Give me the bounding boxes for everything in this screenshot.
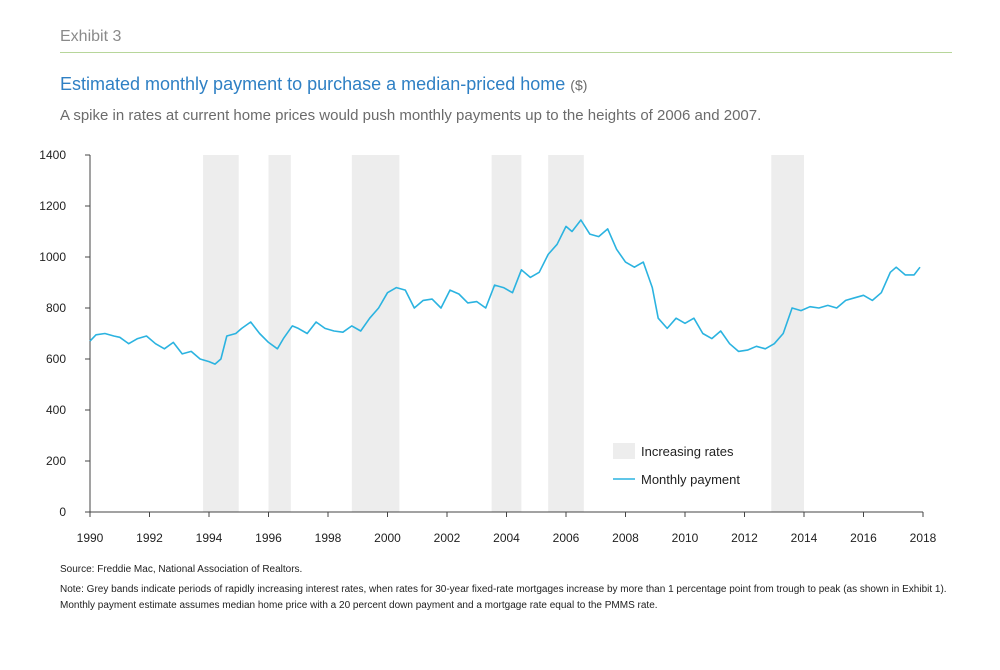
- chart-title: Estimated monthly payment to purchase a …: [60, 74, 587, 95]
- y-tick-label: 200: [46, 454, 66, 468]
- rate-band: [771, 155, 804, 512]
- source-note: Source: Freddie Mac, National Associatio…: [60, 564, 303, 575]
- y-tick-label: 0: [59, 505, 66, 519]
- x-tick-label: 2016: [850, 531, 877, 545]
- y-tick-label: 1200: [39, 199, 66, 213]
- y-tick-label: 1400: [39, 148, 66, 162]
- y-tick-label: 1000: [39, 250, 66, 264]
- footnote: Note: Grey bands indicate periods of rap…: [60, 584, 947, 611]
- y-tick-label: 600: [46, 352, 66, 366]
- y-tick-label: 800: [46, 301, 66, 315]
- x-tick-label: 1998: [315, 531, 342, 545]
- axes: 0 200 400 600 800 1000 1200 1400 1990 1992 1994 199…: [39, 148, 936, 545]
- rate-band: [203, 155, 239, 512]
- header-divider: [60, 52, 952, 53]
- x-tick-label: 2014: [791, 531, 818, 545]
- rate-bands: [203, 155, 804, 512]
- x-tick-label: 2012: [731, 531, 758, 545]
- x-tick-label: 1994: [196, 531, 223, 545]
- y-tick-label: 400: [46, 403, 66, 417]
- x-tick-label: 2000: [374, 531, 401, 545]
- x-tick-label: 2008: [612, 531, 639, 545]
- x-tick-label: 2002: [434, 531, 461, 545]
- legend-line-label: Monthly payment: [641, 472, 740, 487]
- x-tick-label: 1990: [77, 531, 104, 545]
- legend: Increasing rates Monthly payment: [613, 443, 740, 487]
- x-tick-label: 2006: [553, 531, 580, 545]
- rate-band: [491, 155, 522, 512]
- legend-band-label: Increasing rates: [641, 444, 734, 459]
- x-tick-label: 1996: [255, 531, 282, 545]
- chart-title-unit: ($): [570, 77, 588, 93]
- x-tick-label: 1992: [136, 531, 163, 545]
- chart-title-text: Estimated monthly payment to purchase a …: [60, 74, 566, 94]
- legend-band-swatch: [613, 443, 635, 459]
- chart-subtitle: A spike in rates at current home prices …: [60, 107, 762, 124]
- x-tick-label: 2018: [910, 531, 937, 545]
- rate-band: [268, 155, 291, 512]
- exhibit-label: Exhibit 3: [60, 28, 122, 45]
- series-layer: [89, 219, 921, 365]
- x-tick-label: 2004: [493, 531, 520, 545]
- rate-band: [548, 155, 584, 512]
- monthly-payment-line: [89, 219, 921, 365]
- rate-band: [351, 155, 400, 512]
- x-tick-label: 2010: [672, 531, 699, 545]
